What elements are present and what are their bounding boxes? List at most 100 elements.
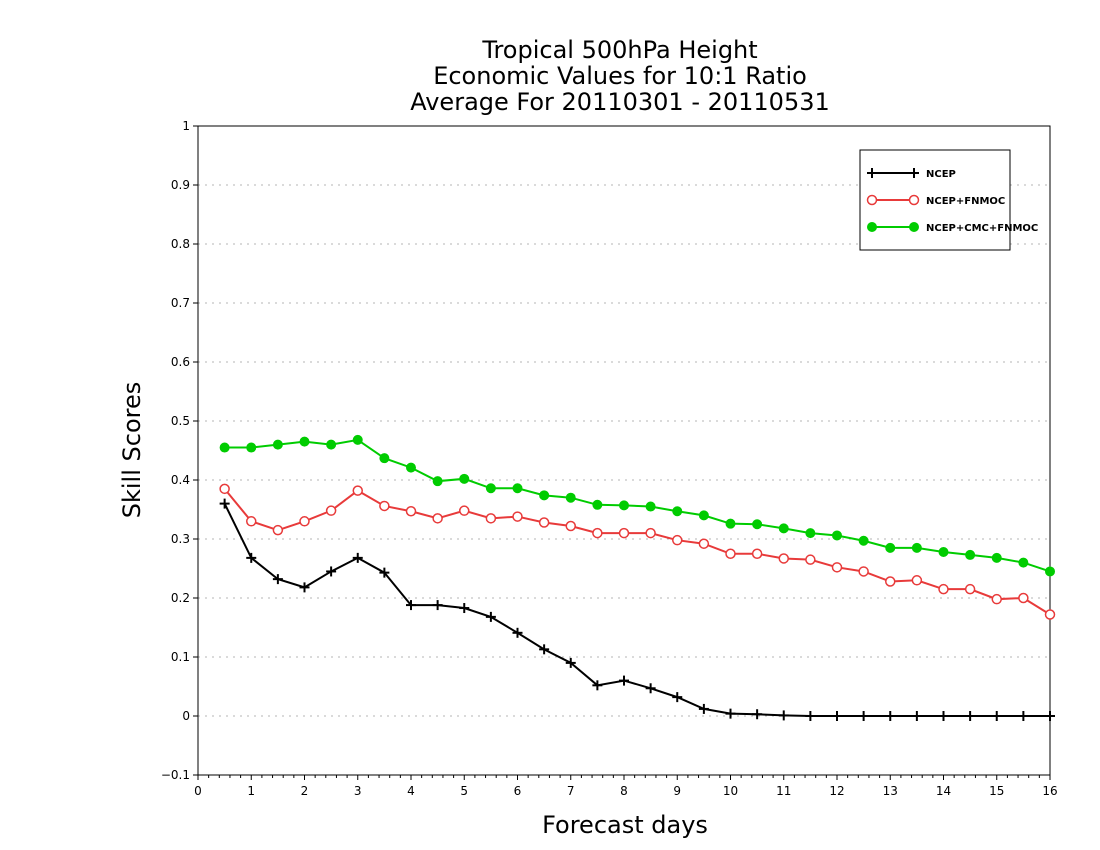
legend-marker bbox=[908, 194, 920, 206]
data-point bbox=[325, 505, 337, 516]
y-tick-label: 0.1 bbox=[171, 650, 190, 664]
y-tick-label: 0.9 bbox=[171, 178, 190, 192]
y-axis-label: Skill Scores bbox=[118, 382, 146, 519]
data-point bbox=[565, 492, 576, 503]
data-point bbox=[246, 442, 257, 453]
data-point bbox=[485, 611, 496, 622]
data-point bbox=[618, 527, 630, 539]
legend: NCEP NCEP+FNMOC NCEP+CMC+FNMOC bbox=[859, 149, 1038, 251]
x-tick-label: 3 bbox=[354, 784, 362, 798]
data-point bbox=[965, 711, 976, 721]
data-point bbox=[565, 520, 576, 532]
y-tick-label: 1 bbox=[182, 119, 190, 133]
legend-marker bbox=[867, 222, 877, 232]
x-axis: 0 1 2 3 4 5 6 7 8 9 10 11 12 13 14 15 16 bbox=[194, 775, 1058, 798]
data-point bbox=[539, 644, 550, 655]
data-point bbox=[698, 538, 710, 549]
legend-label: NCEP+CMC+FNMOC bbox=[926, 223, 1038, 234]
series-ncep bbox=[219, 498, 1055, 721]
legend-marker bbox=[909, 168, 919, 178]
y-tick-label: 0.2 bbox=[171, 591, 190, 605]
data-point bbox=[911, 711, 922, 721]
data-point bbox=[352, 434, 363, 445]
data-point bbox=[752, 519, 763, 530]
data-point bbox=[1045, 711, 1055, 721]
data-point bbox=[965, 549, 976, 560]
gridlines bbox=[198, 184, 1050, 717]
legend-marker bbox=[867, 168, 877, 178]
data-point bbox=[911, 542, 922, 553]
legend-label: NCEP+FNMOC bbox=[926, 196, 1005, 207]
x-tick-label: 10 bbox=[723, 784, 738, 798]
data-point bbox=[911, 575, 923, 586]
legend-entry: NCEP bbox=[867, 168, 956, 180]
data-point bbox=[831, 562, 843, 573]
chart-title-line-1: Tropical 500hPa Height bbox=[481, 36, 757, 64]
data-point bbox=[672, 506, 683, 517]
data-point bbox=[751, 548, 763, 559]
x-tick-label: 1 bbox=[247, 784, 255, 798]
legend-marker bbox=[909, 222, 919, 232]
data-point bbox=[832, 711, 842, 721]
x-tick-label: 4 bbox=[407, 784, 415, 798]
data-point bbox=[805, 554, 816, 565]
data-point bbox=[1018, 557, 1029, 568]
data-point bbox=[1018, 711, 1029, 721]
data-point bbox=[406, 462, 416, 473]
data-point bbox=[1018, 592, 1029, 604]
data-point bbox=[725, 518, 736, 529]
data-point bbox=[885, 711, 896, 721]
data-point bbox=[432, 600, 443, 611]
data-point bbox=[326, 439, 337, 450]
data-point bbox=[645, 683, 656, 694]
y-tick-label: 0.8 bbox=[171, 237, 190, 251]
data-point bbox=[592, 499, 603, 510]
data-point bbox=[299, 582, 310, 593]
data-point bbox=[672, 692, 683, 703]
data-point bbox=[832, 530, 842, 541]
data-point bbox=[858, 711, 869, 721]
x-tick-label: 9 bbox=[673, 784, 681, 798]
y-tick-label: 0.4 bbox=[171, 473, 190, 487]
data-point bbox=[885, 576, 896, 587]
data-point bbox=[246, 516, 257, 527]
data-point bbox=[592, 680, 603, 691]
x-tick-label: 0 bbox=[194, 784, 202, 798]
series-line-ncep-fnmoc bbox=[223, 488, 1051, 616]
data-point bbox=[619, 500, 629, 511]
data-point bbox=[219, 442, 230, 453]
data-point bbox=[698, 510, 709, 521]
data-point bbox=[619, 675, 629, 686]
x-tick-label: 7 bbox=[567, 784, 575, 798]
data-point bbox=[1045, 566, 1055, 577]
series-group bbox=[219, 434, 1056, 721]
data-point bbox=[725, 548, 736, 559]
data-point bbox=[432, 513, 443, 524]
x-tick-label: 12 bbox=[829, 784, 844, 798]
legend-label: NCEP bbox=[926, 169, 956, 180]
data-point bbox=[379, 453, 390, 464]
series-line-ncep-cmc-fnmoc bbox=[224, 438, 1051, 573]
y-tick-label: 0 bbox=[182, 709, 190, 723]
series-ncep-fnmoc bbox=[219, 483, 1056, 620]
chart-title-line-3: Average For 20110301 - 20110531 bbox=[410, 88, 830, 116]
data-point bbox=[964, 583, 976, 595]
data-point bbox=[326, 566, 337, 577]
x-tick-label: 2 bbox=[301, 784, 309, 798]
data-point bbox=[219, 498, 230, 509]
y-tick-label: −0.1 bbox=[161, 768, 190, 782]
data-point bbox=[406, 600, 416, 611]
data-point bbox=[1044, 609, 1056, 620]
data-point bbox=[485, 483, 496, 494]
data-point bbox=[778, 553, 789, 564]
data-point bbox=[752, 709, 763, 720]
data-point bbox=[459, 473, 470, 484]
data-point bbox=[565, 657, 576, 668]
data-point bbox=[459, 505, 470, 516]
series-line-ncep bbox=[223, 503, 1050, 717]
series-ncep-cmc-fnmoc bbox=[219, 434, 1055, 577]
data-point bbox=[352, 485, 363, 496]
x-tick-label: 5 bbox=[460, 784, 468, 798]
x-tick-label: 8 bbox=[620, 784, 628, 798]
